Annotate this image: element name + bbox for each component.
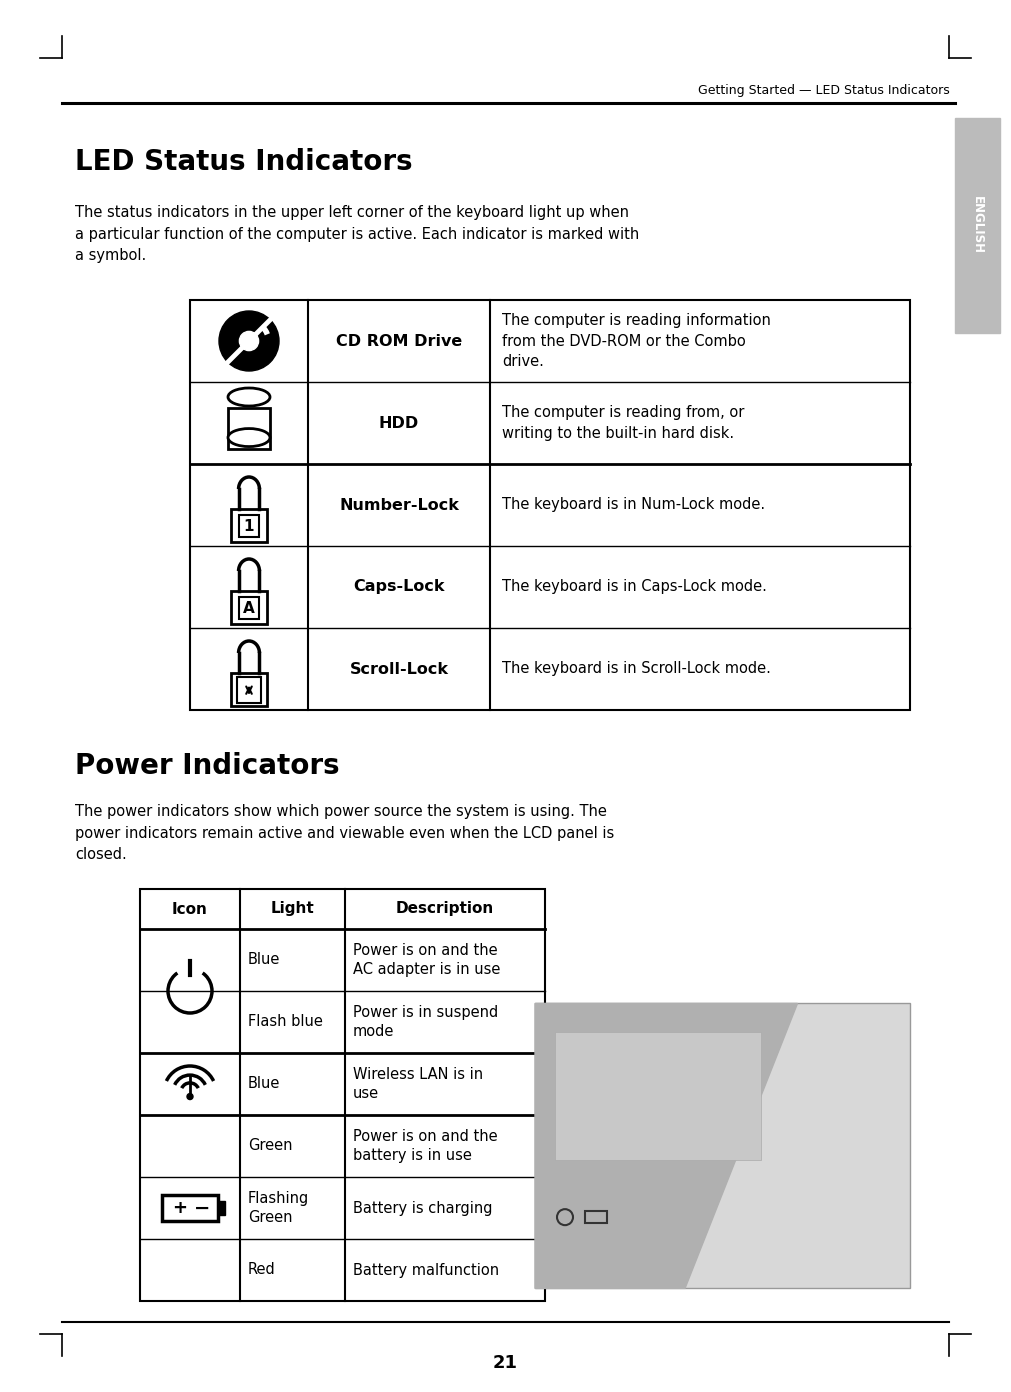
Bar <box>231 672 267 706</box>
Circle shape <box>187 1094 193 1100</box>
Text: A: A <box>243 601 255 615</box>
Text: CD ROM Drive: CD ROM Drive <box>336 334 462 348</box>
FancyBboxPatch shape <box>239 597 259 619</box>
FancyBboxPatch shape <box>237 677 261 703</box>
Text: Blue: Blue <box>248 952 280 967</box>
Bar <box>231 592 267 624</box>
Bar <box>955 118 1000 333</box>
Text: Wireless LAN is in
use: Wireless LAN is in use <box>353 1066 483 1101</box>
Circle shape <box>240 331 259 351</box>
Text: Power is in suspend
mode: Power is in suspend mode <box>353 1005 498 1038</box>
Text: 21: 21 <box>492 1354 518 1373</box>
Text: Green: Green <box>248 1139 292 1154</box>
Bar <box>162 1194 218 1221</box>
Text: Battery malfunction: Battery malfunction <box>353 1263 499 1278</box>
Text: Power is on and the
battery is in use: Power is on and the battery is in use <box>353 1129 497 1164</box>
Bar <box>228 408 270 450</box>
Text: The computer is reading information
from the DVD-ROM or the Combo
drive.: The computer is reading information from… <box>502 313 770 369</box>
Text: Flashing
Green: Flashing Green <box>248 1192 309 1225</box>
Text: Light: Light <box>271 902 314 916</box>
Text: LED Status Indicators: LED Status Indicators <box>75 148 412 175</box>
Text: The keyboard is in Scroll-Lock mode.: The keyboard is in Scroll-Lock mode. <box>502 661 770 677</box>
Text: Getting Started — LED Status Indicators: Getting Started — LED Status Indicators <box>699 84 950 97</box>
Text: −: − <box>194 1199 210 1218</box>
Text: +: + <box>173 1199 187 1217</box>
Text: Icon: Icon <box>172 902 208 916</box>
Text: The keyboard is in Num-Lock mode.: The keyboard is in Num-Lock mode. <box>502 497 765 512</box>
Ellipse shape <box>228 429 270 447</box>
Text: Number-Lock: Number-Lock <box>339 497 459 512</box>
FancyBboxPatch shape <box>239 515 259 537</box>
Circle shape <box>219 310 279 372</box>
Bar <box>190 301 910 710</box>
Text: HDD: HDD <box>379 415 420 430</box>
Text: Red: Red <box>248 1263 276 1278</box>
Text: The computer is reading from, or
writing to the built-in hard disk.: The computer is reading from, or writing… <box>502 405 744 441</box>
Bar <box>585 1211 607 1224</box>
Text: Description: Description <box>396 902 494 916</box>
Text: The keyboard is in Caps-Lock mode.: The keyboard is in Caps-Lock mode. <box>502 579 767 594</box>
Text: Flash blue: Flash blue <box>248 1015 323 1030</box>
Text: Blue: Blue <box>248 1076 280 1091</box>
Text: Battery is charging: Battery is charging <box>353 1200 492 1215</box>
Bar <box>535 1004 910 1289</box>
Bar <box>218 1201 225 1215</box>
Text: Power Indicators: Power Indicators <box>75 752 340 780</box>
Text: ENGLISH: ENGLISH <box>971 196 984 255</box>
Text: 1: 1 <box>244 519 254 533</box>
Text: The status indicators in the upper left corner of the keyboard light up when
a p: The status indicators in the upper left … <box>75 205 639 263</box>
Bar <box>140 889 545 1302</box>
Text: Scroll-Lock: Scroll-Lock <box>350 661 449 677</box>
Polygon shape <box>535 1004 798 1289</box>
Text: Power is on and the
AC adapter is in use: Power is on and the AC adapter is in use <box>353 942 500 977</box>
Bar <box>555 1031 761 1160</box>
Ellipse shape <box>228 388 270 406</box>
Text: The power indicators show which power source the system is using. The
power indi: The power indicators show which power so… <box>75 805 615 862</box>
Bar <box>231 509 267 541</box>
Text: Caps-Lock: Caps-Lock <box>353 579 445 594</box>
